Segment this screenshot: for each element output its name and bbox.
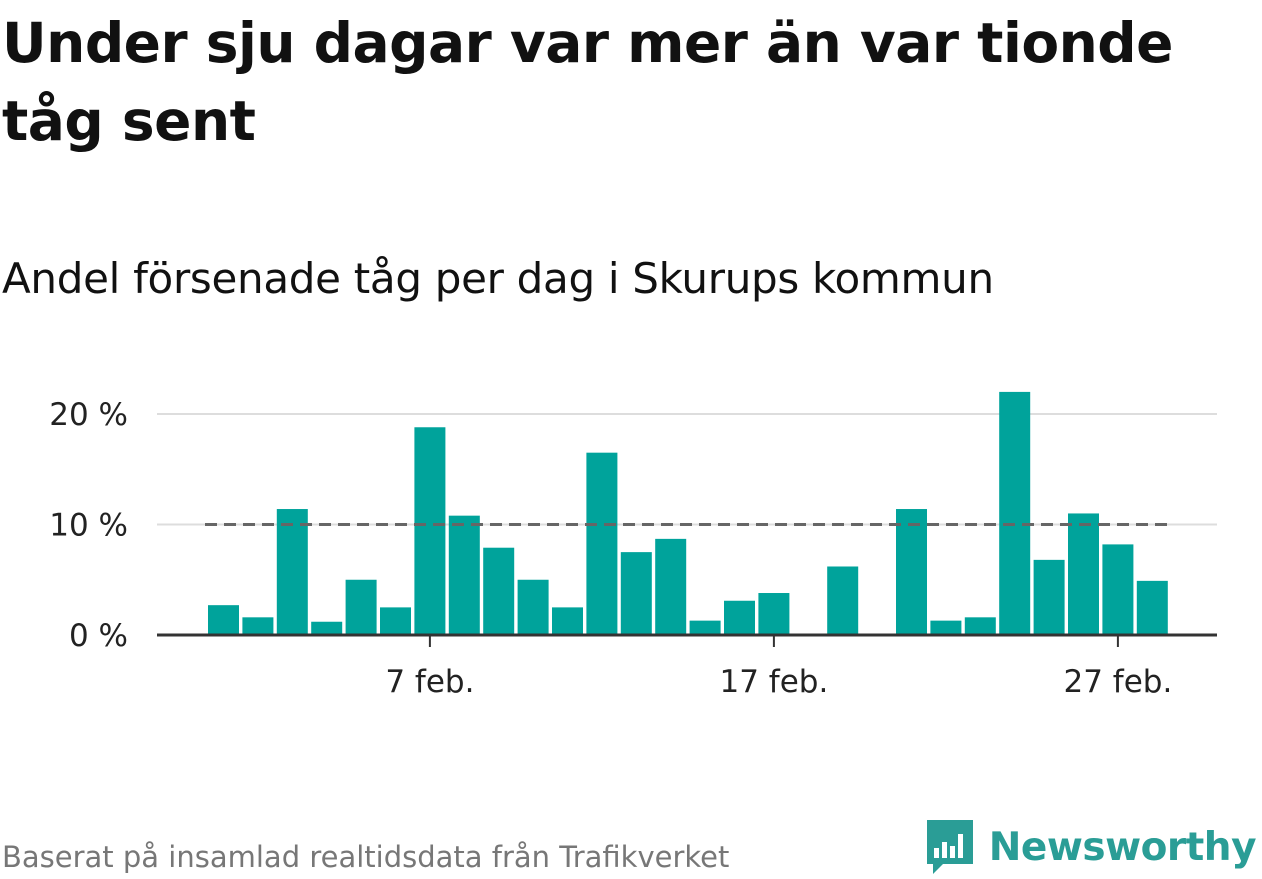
x-tick-label: 17 feb. xyxy=(719,664,828,700)
bar xyxy=(242,617,274,635)
bar xyxy=(208,605,239,635)
bar xyxy=(930,620,962,635)
bar xyxy=(999,391,1031,635)
bar xyxy=(345,579,377,635)
bar xyxy=(448,515,480,635)
bar xyxy=(655,538,687,635)
bar xyxy=(483,547,515,635)
bar-chart: 0 % 10 % 20 % 7 feb. 17 feb. 27 feb. xyxy=(49,391,1217,700)
bar xyxy=(586,452,618,635)
y-tick-label: 20 % xyxy=(49,397,128,433)
bar xyxy=(1102,544,1134,635)
source-note: Baserat på insamlad realtidsdata från Tr… xyxy=(2,840,730,874)
bar xyxy=(414,427,446,635)
chart-subtitle: Andel försenade tåg per dag i Skurups ko… xyxy=(2,254,994,303)
x-axis-ticks: 7 feb. 17 feb. 27 feb. xyxy=(385,635,1172,700)
bar xyxy=(724,600,755,635)
x-tick-label: 27 feb. xyxy=(1063,664,1172,700)
bar xyxy=(517,579,549,635)
chart-title: Under sju dagar var mer än var tionde tå… xyxy=(2,11,1173,153)
brand: Newsworthy xyxy=(925,818,1257,876)
brand-name: Newsworthy xyxy=(988,824,1257,870)
grid-lines xyxy=(157,413,1217,526)
bar xyxy=(276,509,308,635)
y-tick-label: 10 % xyxy=(49,508,128,544)
bar xyxy=(380,607,411,635)
bar xyxy=(620,552,652,635)
bar xyxy=(827,566,859,635)
y-tick-label: 0 % xyxy=(69,618,128,654)
bar xyxy=(1136,580,1168,635)
y-axis-ticks: 0 % 10 % 20 % xyxy=(49,397,128,654)
bar xyxy=(311,621,343,635)
bar xyxy=(896,509,927,635)
bar xyxy=(964,617,996,635)
x-tick-label: 7 feb. xyxy=(385,664,474,700)
newsworthy-logo-icon xyxy=(926,820,973,874)
bar xyxy=(1068,513,1099,635)
bars xyxy=(208,391,1168,635)
bar xyxy=(552,607,583,635)
bar xyxy=(689,620,721,635)
bar xyxy=(758,593,790,635)
bar xyxy=(1033,559,1065,635)
